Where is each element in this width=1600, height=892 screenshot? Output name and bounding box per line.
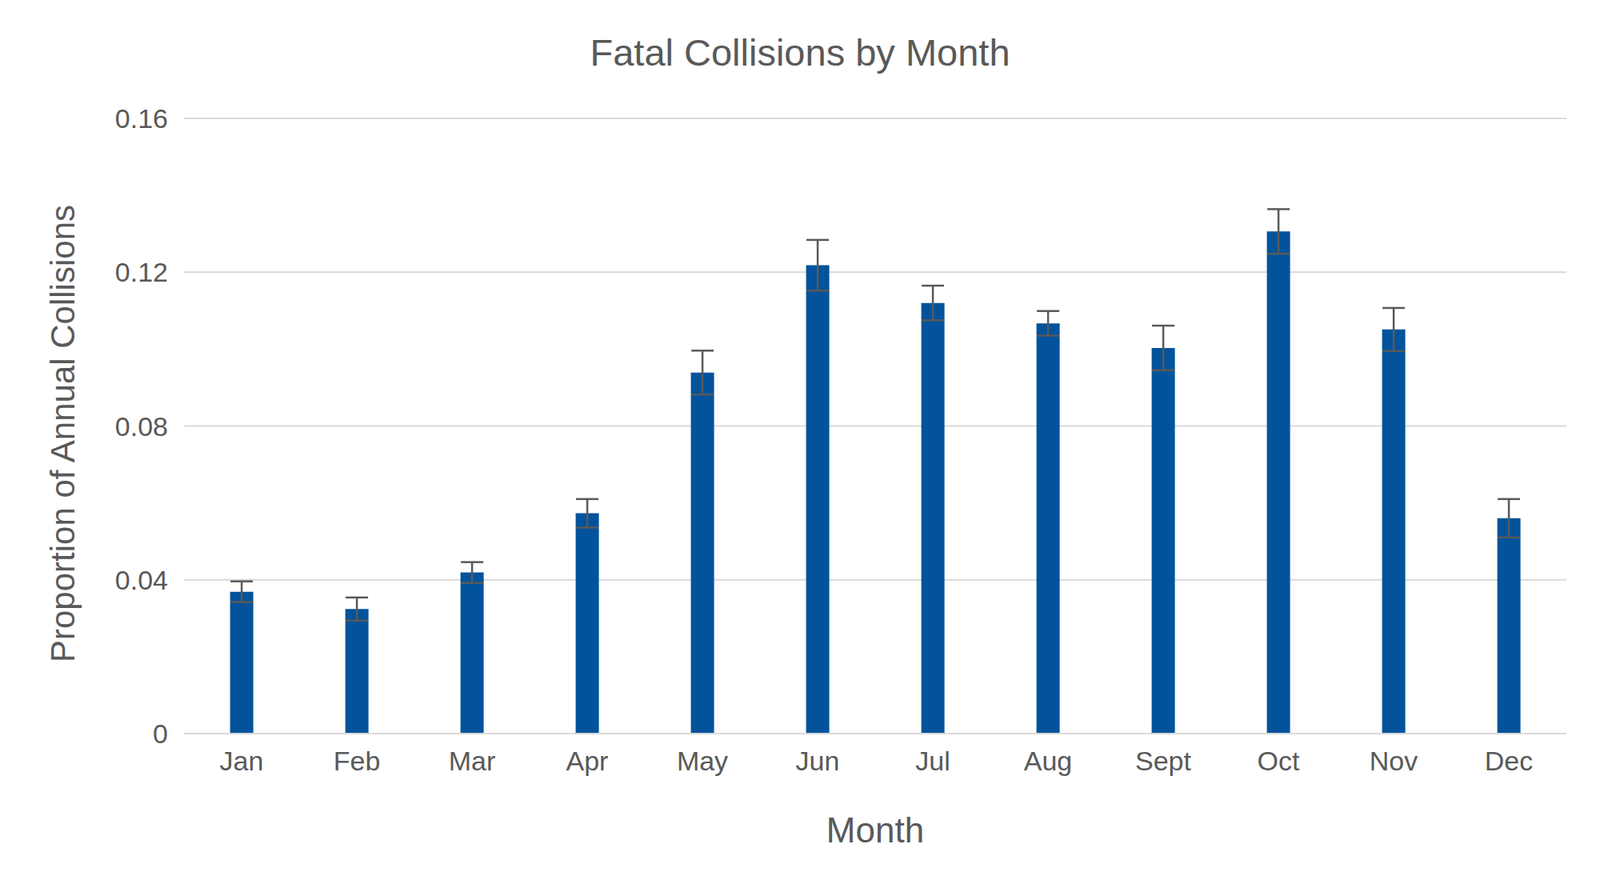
svg-text:Jan: Jan <box>220 745 264 776</box>
svg-text:Jun: Jun <box>796 745 840 776</box>
svg-text:0.16: 0.16 <box>115 103 168 134</box>
svg-text:Sept: Sept <box>1135 745 1192 776</box>
svg-text:May: May <box>676 745 728 776</box>
svg-text:Apr: Apr <box>566 745 609 776</box>
svg-text:Jul: Jul <box>915 745 950 776</box>
html-text:Month: Month <box>826 810 925 850</box>
svg-text:Mar: Mar <box>448 745 496 776</box>
svg-text:0.12: 0.12 <box>115 256 168 288</box>
svg-text:0.08: 0.08 <box>115 411 168 442</box>
svg-text:Feb: Feb <box>333 745 381 776</box>
svg-text:Dec: Dec <box>1484 745 1533 776</box>
html-text:Proportion of Annual Collision: Proportion of Annual Collisions <box>44 204 82 663</box>
html-text:Fatal Collisions by Month: Fatal Collisions by Month <box>590 31 1010 74</box>
svg-text:Oct: Oct <box>1257 745 1300 776</box>
svg-text:0: 0 <box>152 718 168 749</box>
svg-text:Aug: Aug <box>1024 745 1073 776</box>
svg-text:Nov: Nov <box>1369 745 1418 776</box>
svg-text:0.04: 0.04 <box>115 564 168 596</box>
